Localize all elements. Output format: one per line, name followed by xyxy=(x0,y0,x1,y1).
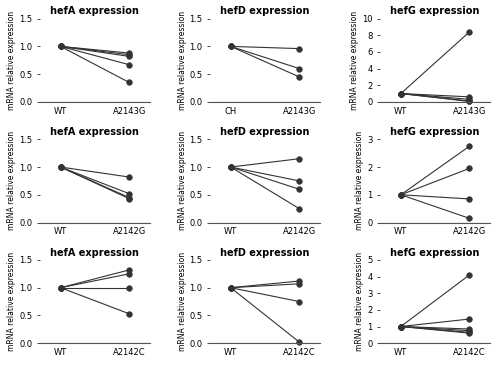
Y-axis label: mRNA relative expression: mRNA relative expression xyxy=(350,11,360,110)
Y-axis label: mRNA relative expression: mRNA relative expression xyxy=(178,11,186,110)
Title: hefD expression: hefD expression xyxy=(220,248,310,258)
Title: hefD expression: hefD expression xyxy=(220,127,310,137)
Y-axis label: mRNA relative expression: mRNA relative expression xyxy=(178,252,186,351)
Title: hefG expression: hefG expression xyxy=(390,127,480,137)
Title: hefG expression: hefG expression xyxy=(390,6,480,16)
Y-axis label: mRNA relative expression: mRNA relative expression xyxy=(8,11,16,110)
Y-axis label: mRNA relative expression: mRNA relative expression xyxy=(8,252,16,351)
Title: hefG expression: hefG expression xyxy=(390,248,480,258)
Y-axis label: mRNA relative expression: mRNA relative expression xyxy=(356,252,364,351)
Y-axis label: mRNA relative expression: mRNA relative expression xyxy=(178,131,186,231)
Title: hefA expression: hefA expression xyxy=(50,248,140,258)
Title: hefA expression: hefA expression xyxy=(50,6,140,16)
Title: hefA expression: hefA expression xyxy=(50,127,140,137)
Y-axis label: mRNA relative expression: mRNA relative expression xyxy=(8,131,16,231)
Title: hefD expression: hefD expression xyxy=(220,6,310,16)
Y-axis label: mRNA relative expression: mRNA relative expression xyxy=(356,131,364,231)
